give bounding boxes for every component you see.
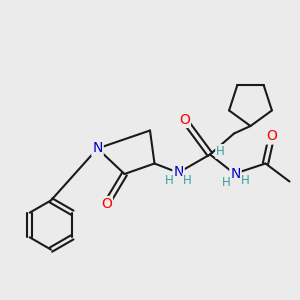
Text: H: H	[183, 173, 192, 187]
Text: O: O	[179, 113, 190, 127]
Text: H: H	[216, 145, 225, 158]
Text: H: H	[241, 174, 250, 187]
Text: N: N	[92, 142, 103, 155]
Text: O: O	[101, 197, 112, 211]
Text: O: O	[266, 130, 277, 143]
Text: N: N	[173, 166, 184, 179]
Text: H: H	[221, 176, 230, 189]
Text: N: N	[230, 167, 241, 181]
Text: H: H	[165, 174, 174, 188]
